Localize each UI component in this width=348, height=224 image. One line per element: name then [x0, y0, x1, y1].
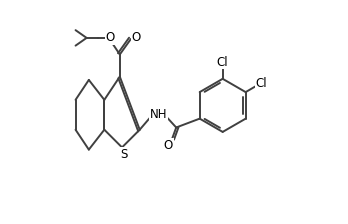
Text: Cl: Cl — [217, 56, 229, 69]
Text: O: O — [131, 31, 140, 44]
Text: S: S — [120, 148, 127, 161]
Text: O: O — [164, 139, 173, 152]
Text: O: O — [105, 31, 114, 44]
Text: Cl: Cl — [255, 77, 267, 90]
Text: NH: NH — [150, 108, 167, 121]
